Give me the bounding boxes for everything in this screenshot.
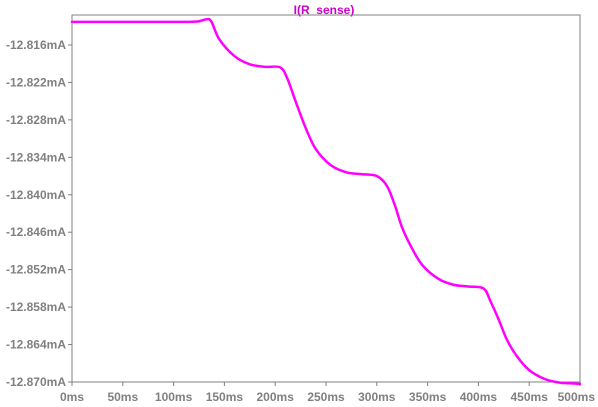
y-tick-label: -12.834mA xyxy=(6,150,66,164)
x-tick-label: 50ms xyxy=(107,390,138,404)
x-tick-label: 150ms xyxy=(206,390,244,404)
x-tick-label: 250ms xyxy=(307,390,345,404)
x-tick-label: 350ms xyxy=(409,390,447,404)
y-tick-label: -12.846mA xyxy=(6,225,66,239)
y-tick-label: -12.852mA xyxy=(6,263,66,277)
y-tick-label: -12.822mA xyxy=(6,75,66,89)
y-tick-label: -12.864mA xyxy=(6,338,66,352)
y-axis: -12.816mA -12.822mA -12.828mA -12.834mA -12.… xyxy=(6,38,72,389)
y-tick-label: -12.858mA xyxy=(6,300,66,314)
y-tick-label: -12.840mA xyxy=(6,188,66,202)
x-tick-label: 0ms xyxy=(60,390,84,404)
x-tick-label: 500ms xyxy=(558,390,596,404)
series-line-0 xyxy=(70,17,582,386)
x-tick-label: 100ms xyxy=(155,390,193,404)
x-axis: 0ms 50ms 100ms 150ms 200ms 250ms 300ms 350ms 400… xyxy=(60,382,595,404)
y-tick-label: -12.870mA xyxy=(6,375,66,389)
chart-title: I(R_sense) xyxy=(294,3,355,17)
x-tick-label: 400ms xyxy=(460,390,498,404)
y-tick-label: -12.816mA xyxy=(6,38,66,52)
x-tick-label: 300ms xyxy=(358,390,396,404)
series-layer xyxy=(70,17,582,386)
x-tick-label: 200ms xyxy=(257,390,295,404)
plot-frame xyxy=(71,14,581,383)
y-tick-label: -12.828mA xyxy=(6,113,66,127)
x-tick-label: 450ms xyxy=(511,390,549,404)
